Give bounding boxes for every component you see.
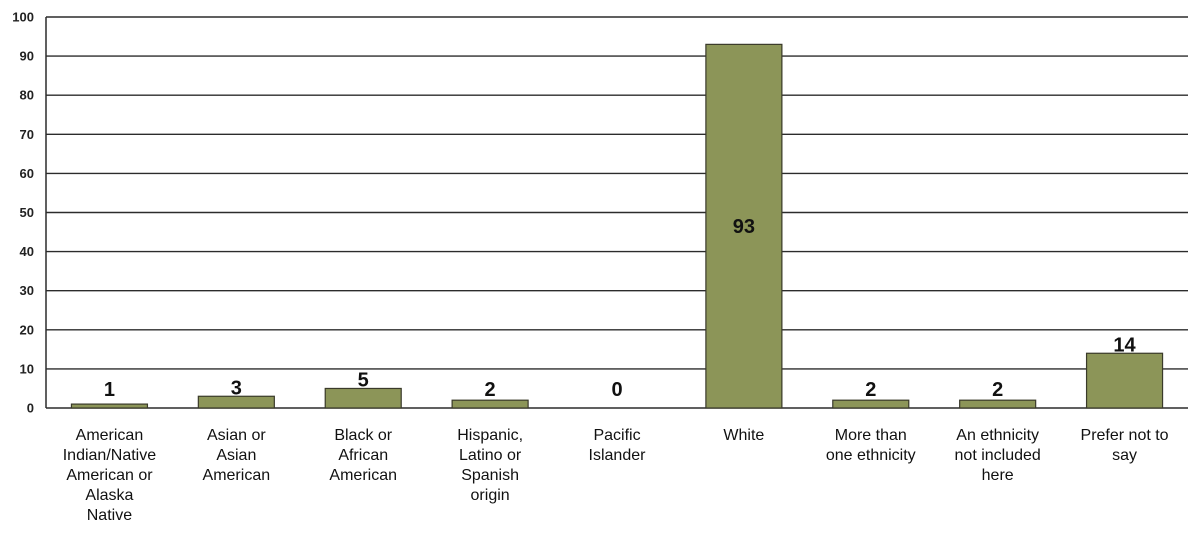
- x-axis-categories: American Indian/Native American or Alaska Na…: [63, 427, 1169, 524]
- x-category-label: Black or African American: [329, 427, 397, 484]
- x-category-label-line: here: [982, 467, 1014, 484]
- y-tick-label: 80: [20, 88, 34, 103]
- x-category-label-line: African: [338, 447, 388, 464]
- x-category-label-line: say: [1112, 447, 1137, 464]
- x-category-label: More than one ethnicity: [826, 427, 916, 464]
- y-tick-label: 10: [20, 361, 34, 376]
- bar: [324, 387, 402, 409]
- x-category-label-line: An ethnicity: [956, 427, 1039, 444]
- data-labels: 1 3 5 2 0 93 2 2 14: [104, 216, 1137, 401]
- x-category-label-line: Asian: [216, 447, 256, 464]
- x-category-label-line: Spanish: [461, 467, 519, 484]
- bar: [959, 399, 1037, 409]
- x-category-label-line: Asian or: [207, 427, 266, 444]
- x-category-label-line: Latino or: [459, 447, 522, 464]
- x-category-label-line: not included: [955, 447, 1041, 464]
- x-category-label-line: White: [723, 427, 764, 444]
- x-category-label-line: American: [329, 467, 397, 484]
- y-tick-label: 70: [20, 127, 34, 142]
- data-label: 93: [733, 216, 755, 238]
- x-category-label-line: Prefer not to: [1081, 427, 1169, 444]
- y-tick-label: 100: [12, 10, 34, 25]
- x-category-label: Prefer not to say: [1081, 427, 1169, 464]
- x-category-label-line: Islander: [589, 447, 647, 464]
- gridlines: [45, 16, 1188, 409]
- y-tick-label: 30: [20, 283, 34, 298]
- x-category-label: An ethnicity not included here: [955, 427, 1041, 484]
- data-label: 14: [1113, 334, 1136, 356]
- data-label: 0: [611, 379, 622, 401]
- y-tick-label: 0: [27, 401, 34, 416]
- x-category-label-line: Pacific: [593, 427, 640, 444]
- data-label: 2: [865, 379, 876, 401]
- x-category-label: Hispanic, Latino or Spanish origin: [457, 427, 523, 504]
- y-tick-label: 60: [20, 166, 34, 181]
- data-label: 1: [104, 379, 115, 401]
- x-category-label-line: American or: [66, 467, 153, 484]
- bars: [70, 43, 1164, 409]
- x-category-label-line: More than: [835, 427, 907, 444]
- x-category-label-line: Indian/Native: [63, 447, 156, 464]
- x-category-label-line: origin: [471, 487, 510, 504]
- x-category-label: Pacific Islander: [589, 427, 647, 464]
- x-category-label-line: one ethnicity: [826, 447, 916, 464]
- data-label: 2: [485, 379, 496, 401]
- bar: [705, 43, 783, 409]
- data-label: 2: [992, 379, 1003, 401]
- x-category-label-line: American: [76, 427, 144, 444]
- bar: [70, 403, 149, 409]
- x-category-label: White: [723, 427, 764, 444]
- bar: [832, 399, 910, 409]
- x-category-label-line: Alaska: [85, 487, 133, 504]
- y-tick-label: 50: [20, 205, 34, 220]
- x-category-label-line: American: [203, 467, 271, 484]
- bar: [197, 395, 275, 409]
- y-axis-ticks: 0 10 20 30 40 50 60 70 80 90 100: [12, 10, 34, 416]
- y-tick-label: 40: [20, 244, 34, 259]
- bar: [451, 399, 529, 409]
- data-label: 3: [231, 377, 242, 399]
- x-category-label: American Indian/Native American or Alaska Na…: [63, 427, 156, 524]
- x-category-label: Asian or Asian American: [203, 427, 271, 484]
- y-tick-label: 90: [20, 49, 34, 64]
- y-tick-label: 20: [20, 322, 34, 337]
- x-category-label-line: Native: [87, 507, 132, 524]
- bar: [1085, 352, 1164, 409]
- x-category-label-line: Hispanic,: [457, 427, 523, 444]
- data-label: 5: [358, 369, 369, 391]
- x-category-label-line: Black or: [334, 427, 392, 444]
